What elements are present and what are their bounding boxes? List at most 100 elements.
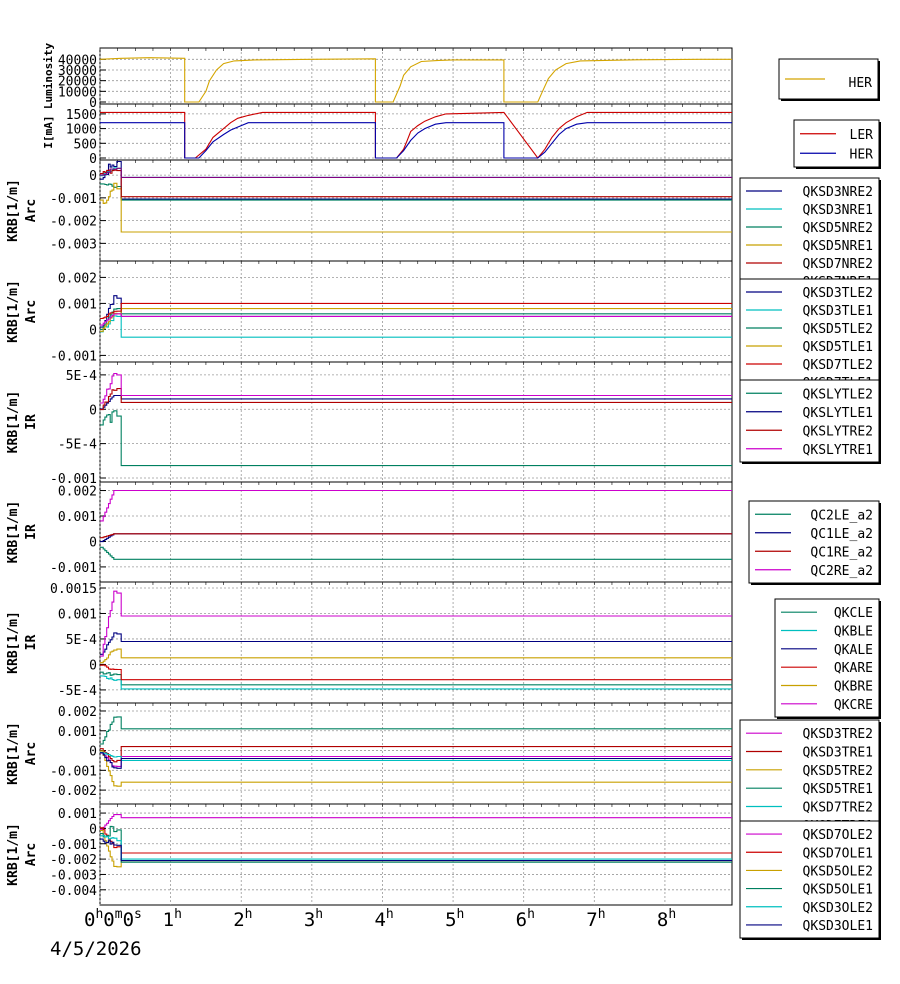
x-tick-label: 5h	[445, 907, 464, 931]
series-line-HER	[100, 122, 732, 159]
series-line-QC1LE_a2	[100, 533, 732, 543]
y-tick-label: 0	[89, 535, 97, 550]
y-tick-label: 0.001	[58, 807, 97, 822]
legend-label: QKSLYTLE1	[803, 406, 873, 421]
series-line-QKSLYTRE2	[100, 388, 732, 411]
y-axis-label: KRB[1/m]	[6, 722, 21, 785]
series-line-QC2RE_a2	[100, 489, 732, 522]
y-tick-label: -0.001	[50, 349, 97, 364]
legend-box	[774, 598, 880, 718]
x-tick-label: 2h	[233, 907, 252, 931]
legend-label: QC2RE_a2	[810, 564, 873, 579]
series-line-QKSD3OLE1	[100, 838, 732, 862]
y-tick-label: -0.003	[50, 237, 97, 252]
legend-label: QKSD7TRE2	[803, 801, 873, 816]
x-tick-label: 7h	[586, 907, 605, 931]
legend-label: QKSD5OLE1	[803, 883, 873, 898]
x-tick-label: 3h	[304, 907, 323, 931]
y-tick-label: 0.002	[58, 705, 97, 720]
series-line-QKSD5OLE2	[100, 829, 732, 868]
legend-label: QKALE	[834, 643, 873, 658]
y-tick-label: 20000	[58, 75, 97, 90]
y-tick-label: 0	[89, 169, 97, 184]
series-line-QKALE	[100, 632, 732, 655]
legend-label: QKSD5TRE1	[803, 782, 873, 797]
y-tick-label: 5E-4	[66, 369, 97, 384]
panel-frame	[99, 803, 733, 906]
series-line-QKSD5TRE1	[100, 716, 732, 745]
panel-frame	[99, 260, 733, 363]
y-axis-label: KRB[1/m]	[6, 501, 21, 564]
series-line-QKARE	[100, 664, 732, 681]
y-tick-label: 0	[89, 96, 97, 111]
y-axis-label: KRB[1/m]	[6, 391, 21, 454]
y-tick-label: -5E-4	[58, 438, 97, 453]
series-line-QKSD3TLE1	[100, 315, 732, 338]
series-line-HER	[99, 57, 732, 103]
panel-arc-tr: 0.002 0.001 0 -0.001 -0.002 KRB[1/m] Arc	[6, 702, 733, 805]
legend-label: QKSD3NRE2	[803, 185, 873, 200]
legend-label: QKSD5OLE2	[803, 864, 873, 879]
y-tick-label: 40000	[58, 53, 97, 68]
legend-label: QKSD5TLE1	[803, 340, 873, 355]
y-tick-label: -0.001	[50, 764, 97, 779]
legend-label: QKSD3TLE1	[803, 304, 873, 319]
y-tick-label: -0.002	[50, 784, 97, 799]
panel-frame	[99, 47, 733, 105]
y-axis-label: Luminosity	[42, 43, 55, 110]
y-tick-label: 0	[89, 658, 97, 673]
y-tick-label: -0.001	[50, 192, 97, 207]
series-line-QKSD7TLE1	[100, 313, 732, 326]
legend-luminosity: HER	[778, 58, 880, 101]
y-tick-label: -0.002	[50, 215, 97, 230]
series-line-QKSD7TRE1	[100, 752, 732, 769]
legend-label: HER	[849, 76, 873, 91]
y-tick-label: 1000	[66, 123, 97, 138]
y-tick-label: 0	[89, 323, 97, 338]
y-tick-label: 5E-4	[66, 633, 97, 648]
series-line-QKSLYTLE2	[100, 410, 732, 467]
legend-label: QKARE	[834, 661, 873, 676]
legend-label: QKSD7OLE2	[803, 828, 873, 843]
y-axis-label: Arc	[24, 742, 39, 765]
y-axis-label: KRB[1/m]	[6, 179, 21, 242]
y-tick-label: 10000	[58, 85, 97, 100]
legend-arc-ol: QKSD7OLE2 QKSD7OLE1 QKSD5OLE2 QKSD5OLE1 QKSD…	[739, 820, 881, 940]
series-line-QKSD5TLE2	[100, 308, 732, 330]
legend-label: QC1LE_a2	[810, 527, 873, 542]
series-line-QKSD5NRE1	[100, 182, 732, 233]
panel-frame	[99, 361, 733, 483]
y-axis-label: Arc	[24, 300, 39, 323]
legend-label: QKSLYTRE2	[803, 424, 873, 439]
legend-label: QKSD3TLE2	[803, 286, 873, 301]
y-tick-label: 0	[89, 822, 97, 837]
series-line-QKBRE	[100, 648, 732, 664]
y-tick-label: -0.001	[50, 472, 97, 487]
y-axis-label: I[mA]	[42, 115, 55, 148]
legend-label: LER	[850, 128, 874, 143]
y-tick-label: -0.001	[50, 561, 97, 576]
legend-label: QC1RE_a2	[810, 545, 873, 560]
series-line-QKSD3TRE2	[100, 752, 732, 767]
panel-arc-tl: 0.002 0.001 0 -0.001 KRB[1/m] Arc	[6, 260, 733, 364]
legend-ir-qc: QC2LE_a2 QC1LE_a2 QC1RE_a2 QC2RE_a2	[748, 500, 881, 585]
series-line-QKSD7OLE2	[100, 814, 732, 830]
series-line-QC2LE_a2	[100, 546, 732, 560]
legend-ir-qk: QKCLE QKBLE QKALE QKARE QKBRE QKCRE	[774, 598, 881, 719]
y-tick-label: 1500	[66, 108, 97, 123]
legend-label: QKSD5NRE2	[803, 221, 873, 236]
series-line-QKBLE	[100, 675, 732, 690]
y-tick-label: 0.001	[58, 725, 97, 740]
series-line-QKSD3TRE1	[100, 746, 732, 763]
legend-label: QKBRE	[834, 680, 873, 695]
y-tick-label: 0	[89, 403, 97, 418]
legend-label: QKSD5NRE1	[803, 239, 873, 254]
y-tick-label: 0.002	[58, 485, 97, 500]
legend-label: QKSD7TLE2	[803, 358, 873, 373]
series-line-QKSD7NRE2	[100, 169, 732, 198]
legend-label: QKSD3OLE1	[803, 919, 873, 934]
series-line-QKSD7OLE1	[100, 827, 732, 854]
y-tick-label: 0.001	[58, 607, 97, 622]
y-tick-label: 0	[89, 152, 97, 167]
